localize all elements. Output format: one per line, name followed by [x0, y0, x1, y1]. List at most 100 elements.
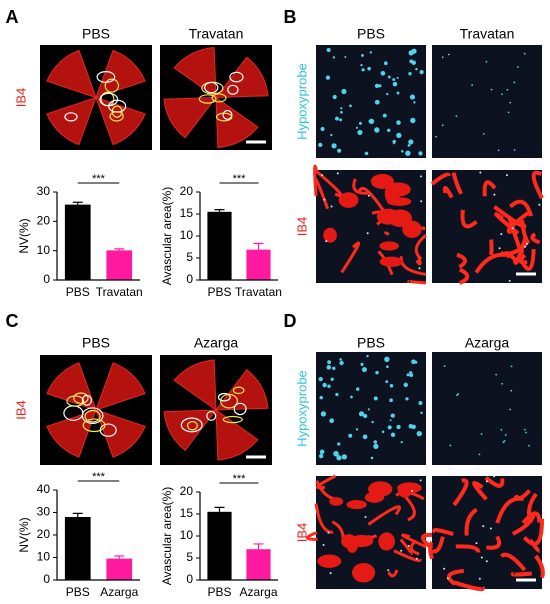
- signal-dot: [367, 408, 370, 411]
- avascular-outline: [227, 84, 239, 95]
- signal-dot: [407, 144, 411, 147]
- image-bg: [316, 352, 426, 465]
- vessel-tuft: [329, 497, 344, 506]
- signal-dot: [396, 91, 400, 95]
- signal-dot: [480, 433, 483, 436]
- signal-dot: [325, 240, 328, 243]
- signal-dot: [366, 354, 369, 358]
- signal-dot: [332, 56, 336, 59]
- avascular-outline: [81, 407, 104, 424]
- signal-dot: [508, 279, 511, 282]
- signal-dot: [344, 55, 347, 58]
- x-tick-label: Travatan: [96, 285, 143, 299]
- signal-dot: [340, 107, 343, 110]
- row-label: IB4: [13, 400, 28, 420]
- vessels: [305, 474, 427, 578]
- avascular-outline: [232, 386, 245, 395]
- signal-dot: [435, 135, 438, 138]
- signal-dot: [392, 81, 398, 87]
- signal-dot: [509, 101, 512, 104]
- signal-dot: [355, 126, 359, 129]
- signal-dot: [524, 245, 527, 248]
- signal-dot: [378, 84, 382, 88]
- signal-dot: [387, 75, 391, 79]
- signal-dot: [497, 149, 500, 152]
- signal-dot: [361, 54, 364, 57]
- signal-dot: [341, 454, 348, 460]
- signal-dot: [408, 72, 412, 76]
- signal-dot: [337, 148, 342, 153]
- signal-dot: [495, 373, 498, 376]
- signal-dot: [409, 94, 416, 100]
- vessel-tuft: [379, 256, 404, 267]
- retina: [163, 359, 269, 461]
- signal-dot: [333, 450, 339, 457]
- y-tick-label: 0: [43, 272, 50, 286]
- signal-dot: [420, 411, 423, 415]
- signal-dot: [409, 373, 414, 378]
- signal-dot: [371, 420, 374, 424]
- signal-dot: [339, 360, 344, 366]
- vessel-tuft: [351, 562, 376, 583]
- signal-dot: [396, 76, 399, 79]
- y-tick-label: 15: [180, 506, 194, 520]
- panel-label: B: [284, 7, 297, 27]
- avascular-outline: [222, 415, 243, 424]
- signal-dot: [478, 453, 481, 456]
- signal-dot: [319, 449, 325, 455]
- avascular-outline: [66, 395, 85, 407]
- avascular-outline: [222, 109, 233, 120]
- signal-dot: [318, 453, 324, 459]
- axes: [199, 192, 278, 281]
- y-tick-label: 20: [180, 484, 194, 498]
- signal-dot: [449, 444, 452, 447]
- signal-dot: [381, 430, 385, 434]
- signal-dot: [500, 428, 503, 431]
- signal-dot: [509, 408, 512, 411]
- avascular-outline: [216, 112, 233, 122]
- signal-dot: [339, 358, 342, 361]
- signal-dot: [538, 203, 541, 206]
- signal-dot: [341, 88, 347, 95]
- signal-dot: [357, 129, 363, 136]
- bar: [64, 517, 91, 580]
- signal-dot: [318, 142, 323, 148]
- signal-dot: [513, 149, 516, 151]
- y-tick-label: 10: [180, 528, 194, 542]
- signal-dot: [322, 382, 327, 388]
- signal-dot: [385, 380, 389, 384]
- signal-dot: [490, 88, 493, 91]
- axes: [56, 490, 140, 581]
- image-title: PBS: [82, 335, 110, 351]
- signal-dot: [418, 151, 423, 156]
- significance-label: ***: [92, 173, 106, 185]
- signal-dot: [326, 365, 332, 370]
- signal-dot: [403, 382, 409, 388]
- error-bar: [72, 201, 83, 205]
- bar: [64, 204, 91, 280]
- signal-dot: [380, 70, 386, 76]
- signal-dot: [361, 367, 367, 373]
- signal-dot: [386, 365, 389, 369]
- signal-dot: [510, 365, 513, 368]
- signal-dot: [374, 127, 380, 133]
- signal-dot: [389, 419, 392, 422]
- signal-dot: [374, 99, 380, 105]
- signal-dot: [330, 133, 333, 137]
- signal-dot: [523, 52, 526, 55]
- y-tick-label: 5: [186, 550, 193, 564]
- signal-dot: [528, 444, 530, 447]
- signal-dot: [329, 572, 332, 575]
- row-label: IB4: [294, 217, 309, 237]
- signal-dot: [406, 373, 410, 377]
- signal-dot: [337, 442, 341, 446]
- signal-dot: [419, 69, 424, 75]
- signal-dot: [523, 428, 526, 431]
- signal-dot: [374, 83, 380, 89]
- signal-dot: [320, 126, 325, 132]
- x-tick-label: PBS: [207, 285, 231, 299]
- avascular-outline: [220, 393, 238, 409]
- signal-dot: [350, 395, 353, 399]
- signal-dot: [368, 119, 372, 123]
